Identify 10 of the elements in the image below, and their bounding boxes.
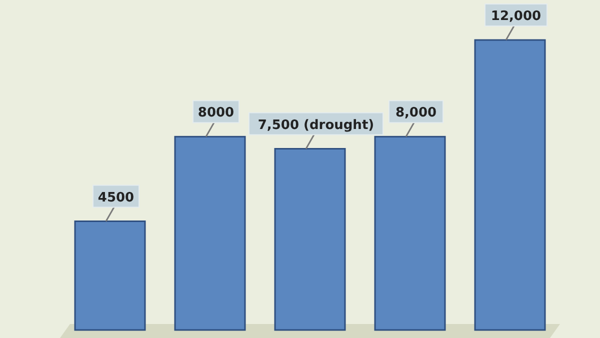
data-label: 8000 bbox=[198, 106, 234, 121]
bar bbox=[374, 136, 446, 331]
data-label: 12,000 bbox=[490, 9, 542, 24]
data-label: 7,500 (drought) bbox=[258, 118, 374, 133]
data-label: 4500 bbox=[98, 190, 134, 206]
bar bbox=[174, 136, 246, 331]
bar bbox=[274, 148, 346, 331]
data-label: 8,000 bbox=[395, 106, 437, 121]
bar bbox=[74, 220, 146, 331]
bar bbox=[474, 39, 546, 331]
